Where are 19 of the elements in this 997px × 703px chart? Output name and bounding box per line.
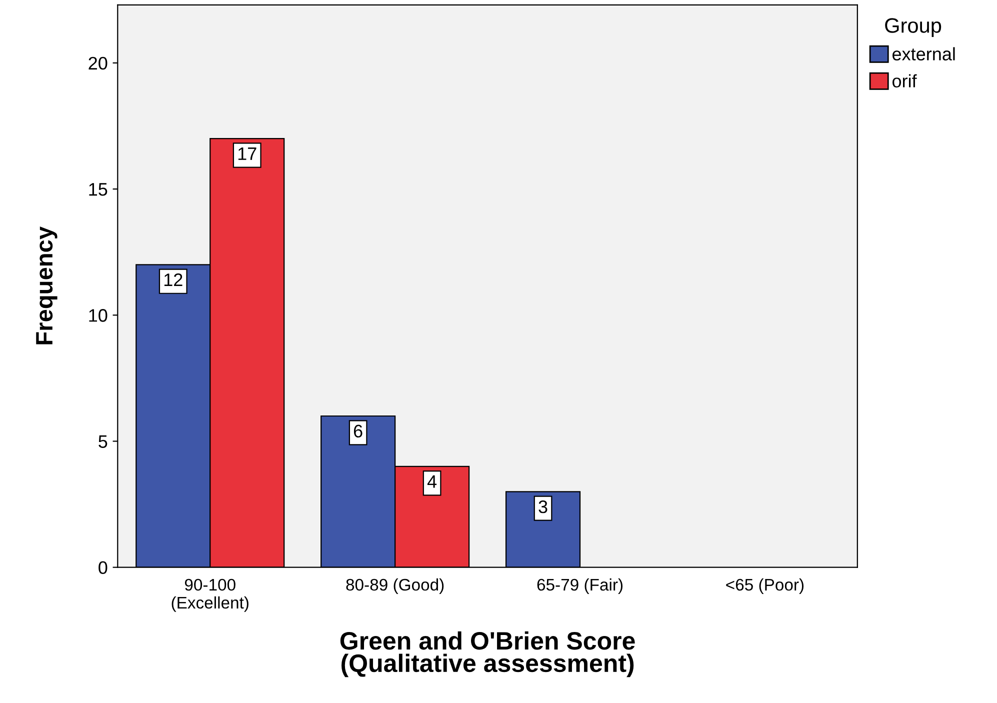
x-tick-label: 65-79 (Fair)	[537, 578, 623, 594]
x-axis-title: Green and O'Brien Score (Qualitative assessment)	[340, 631, 635, 678]
y-axis-title: Frequency	[36, 226, 58, 344]
data-label: 3	[538, 500, 548, 514]
x-tick-label: 90-100 (Excellent)	[172, 578, 248, 612]
x-tick-label: 80-89 (Good)	[346, 578, 444, 594]
legend-title: Group	[885, 18, 942, 37]
legend-label: orif	[892, 74, 917, 88]
y-tick-label: 0	[98, 561, 108, 574]
data-label: 12	[164, 273, 182, 286]
data-label: 17	[238, 148, 256, 160]
data-label: 4	[427, 475, 437, 488]
legend-label: external	[892, 47, 955, 60]
x-tick-label: <65 (Poor)	[726, 578, 804, 594]
data-label: 6	[354, 424, 362, 438]
y-tick-label: 20	[88, 56, 108, 70]
y-tick-label: 15	[89, 183, 108, 196]
y-tick-label: 5	[98, 435, 108, 448]
y-tick-label: 10	[89, 309, 108, 322]
